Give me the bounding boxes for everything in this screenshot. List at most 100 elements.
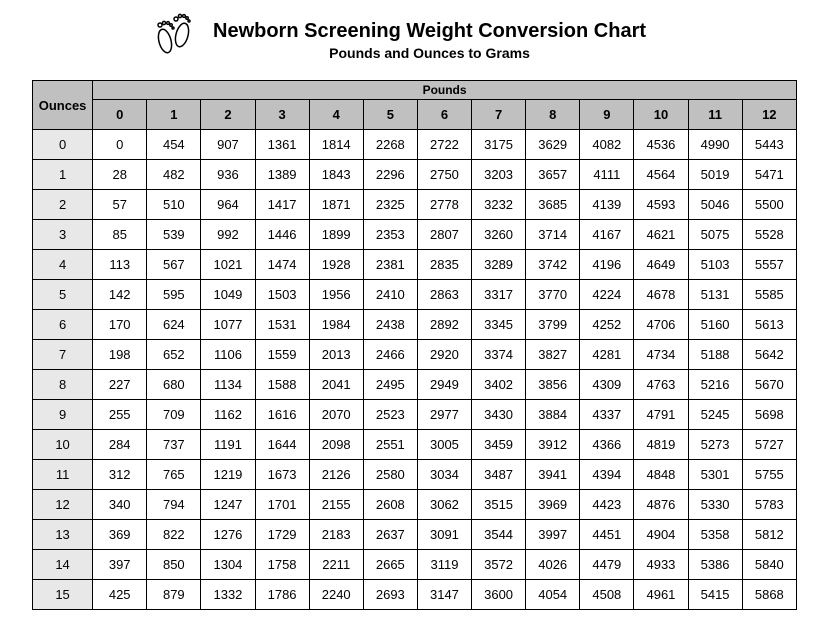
cell-grams: 5727 <box>742 430 796 460</box>
cell-grams: 2155 <box>309 490 363 520</box>
cell-grams: 2495 <box>363 370 417 400</box>
cell-grams: 3260 <box>472 220 526 250</box>
ounces-row-header: 6 <box>33 310 93 340</box>
cell-grams: 2183 <box>309 520 363 550</box>
cell-grams: 3515 <box>472 490 526 520</box>
cell-grams: 4876 <box>634 490 688 520</box>
pounds-col-header: 3 <box>255 100 309 130</box>
cell-grams: 4196 <box>580 250 634 280</box>
cell-grams: 5046 <box>688 190 742 220</box>
page-title: Newborn Screening Weight Conversion Char… <box>213 20 646 43</box>
cell-grams: 4593 <box>634 190 688 220</box>
cell-grams: 4649 <box>634 250 688 280</box>
cell-grams: 4933 <box>634 550 688 580</box>
cell-grams: 2013 <box>309 340 363 370</box>
footprint-icon <box>150 5 198 70</box>
cell-grams: 3119 <box>417 550 471 580</box>
cell-grams: 4423 <box>580 490 634 520</box>
cell-grams: 4026 <box>526 550 580 580</box>
title-block: Newborn Screening Weight Conversion Char… <box>213 20 646 61</box>
cell-grams: 28 <box>93 160 147 190</box>
cell-grams: 624 <box>147 310 201 340</box>
page-subtitle: Pounds and Ounces to Grams <box>213 45 646 61</box>
cell-grams: 964 <box>201 190 255 220</box>
table-row: 1542587913321786224026933147360040544508… <box>33 580 797 610</box>
cell-grams: 2722 <box>417 130 471 160</box>
table-row: 1439785013041758221126653119357240264479… <box>33 550 797 580</box>
cell-grams: 5783 <box>742 490 796 520</box>
pounds-col-header: 2 <box>201 100 255 130</box>
cell-grams: 2098 <box>309 430 363 460</box>
cell-grams: 1417 <box>255 190 309 220</box>
cell-grams: 765 <box>147 460 201 490</box>
cell-grams: 5528 <box>742 220 796 250</box>
cell-grams: 4508 <box>580 580 634 610</box>
cell-grams: 1247 <box>201 490 255 520</box>
ounces-row-header: 3 <box>33 220 93 250</box>
cell-grams: 2977 <box>417 400 471 430</box>
cell-grams: 4763 <box>634 370 688 400</box>
cell-grams: 992 <box>201 220 255 250</box>
cell-grams: 3289 <box>472 250 526 280</box>
table-row: 0045490713611814226827223175362940824536… <box>33 130 797 160</box>
cell-grams: 2949 <box>417 370 471 400</box>
cell-grams: 907 <box>201 130 255 160</box>
table-row: 1131276512191673212625803034348739414394… <box>33 460 797 490</box>
cell-grams: 4281 <box>580 340 634 370</box>
cell-grams: 57 <box>93 190 147 220</box>
table-row: 7198652110615592013246629203374382742814… <box>33 340 797 370</box>
ounces-row-header: 7 <box>33 340 93 370</box>
cell-grams: 4706 <box>634 310 688 340</box>
ounces-row-header: 13 <box>33 520 93 550</box>
cell-grams: 3459 <box>472 430 526 460</box>
table-row: 1336982212761729218326373091354439974451… <box>33 520 797 550</box>
cell-grams: 2835 <box>417 250 471 280</box>
cell-grams: 5245 <box>688 400 742 430</box>
cell-grams: 3430 <box>472 400 526 430</box>
cell-grams: 5443 <box>742 130 796 160</box>
cell-grams: 4536 <box>634 130 688 160</box>
cell-grams: 652 <box>147 340 201 370</box>
pounds-col-header: 11 <box>688 100 742 130</box>
cell-grams: 1984 <box>309 310 363 340</box>
cell-grams: 3345 <box>472 310 526 340</box>
cell-grams: 5301 <box>688 460 742 490</box>
cell-grams: 4252 <box>580 310 634 340</box>
ounces-row-header: 2 <box>33 190 93 220</box>
cell-grams: 5585 <box>742 280 796 310</box>
ounces-row-header: 15 <box>33 580 93 610</box>
table-row: 9255709116216162070252329773430388443374… <box>33 400 797 430</box>
pounds-col-header: 9 <box>580 100 634 130</box>
cell-grams: 3487 <box>472 460 526 490</box>
cell-grams: 4139 <box>580 190 634 220</box>
table-row: 5142595104915031956241028633317377042244… <box>33 280 797 310</box>
cell-grams: 3147 <box>417 580 471 610</box>
ounces-row-header: 5 <box>33 280 93 310</box>
cell-grams: 4479 <box>580 550 634 580</box>
cell-grams: 2750 <box>417 160 471 190</box>
cell-grams: 1588 <box>255 370 309 400</box>
cell-grams: 1191 <box>201 430 255 460</box>
cell-grams: 1531 <box>255 310 309 340</box>
cell-grams: 1106 <box>201 340 255 370</box>
cell-grams: 5415 <box>688 580 742 610</box>
cell-grams: 3714 <box>526 220 580 250</box>
cell-grams: 794 <box>147 490 201 520</box>
cell-grams: 1758 <box>255 550 309 580</box>
table-row: 4113567102114741928238128353289374241964… <box>33 250 797 280</box>
cell-grams: 1021 <box>201 250 255 280</box>
cell-grams: 2041 <box>309 370 363 400</box>
cell-grams: 3091 <box>417 520 471 550</box>
cell-grams: 2381 <box>363 250 417 280</box>
cell-grams: 2778 <box>417 190 471 220</box>
cell-grams: 822 <box>147 520 201 550</box>
cell-grams: 850 <box>147 550 201 580</box>
table-row: 1028473711911644209825513005345939124366… <box>33 430 797 460</box>
conversion-table-wrap: Ounces Pounds 0123456789101112 004549071… <box>0 75 829 610</box>
cell-grams: 1077 <box>201 310 255 340</box>
cell-grams: 3374 <box>472 340 526 370</box>
cell-grams: 4366 <box>580 430 634 460</box>
table-row: 6170624107715311984243828923345379942524… <box>33 310 797 340</box>
cell-grams: 340 <box>93 490 147 520</box>
cell-grams: 227 <box>93 370 147 400</box>
